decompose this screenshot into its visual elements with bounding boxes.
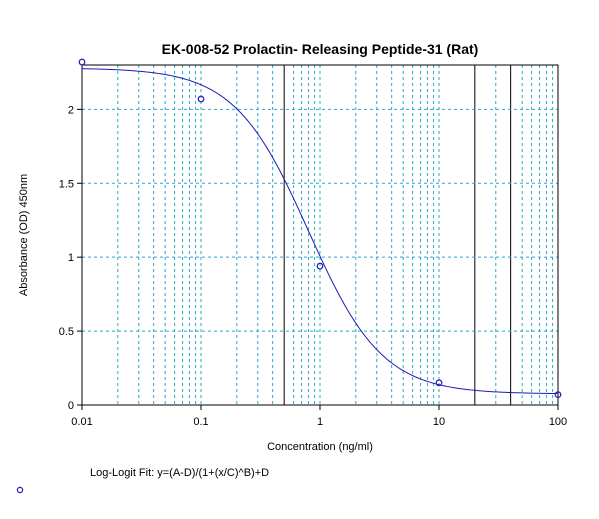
x-tick-label: 10 [433, 416, 445, 428]
x-tick-label: 100 [549, 416, 567, 428]
legend-marker [16, 486, 24, 494]
x-tick-label: 0.1 [193, 416, 208, 428]
y-axis-label: Absorbance (OD) 450nm [18, 174, 30, 296]
grid [82, 65, 558, 405]
data-point [197, 95, 205, 103]
data-point [78, 58, 86, 66]
fit-curve [81, 68, 559, 395]
data-points [78, 58, 562, 399]
chart-title: EK-008-52 Prolactin- Releasing Peptide-3… [162, 41, 479, 57]
y-tick-label: 2 [68, 104, 74, 116]
data-point [435, 379, 443, 387]
y-tick-label: 0.5 [59, 326, 74, 338]
axis-ticks: 0 0.5 1 1.5 2 0.01 0.1 1 10 100 [59, 104, 567, 428]
data-point [316, 262, 324, 270]
x-tick-label: 0.01 [71, 416, 92, 428]
y-tick-label: 0 [68, 400, 74, 412]
fit-equation: Log-Logit Fit: y=(A-D)/(1+(x/C)^B)+D [90, 467, 269, 479]
y-tick-label: 1.5 [59, 178, 74, 190]
y-tick-label: 1 [68, 252, 74, 264]
data-point [554, 391, 562, 399]
x-axis-label: Concentration (ng/ml) [267, 441, 373, 453]
x-tick-label: 1 [317, 416, 323, 428]
